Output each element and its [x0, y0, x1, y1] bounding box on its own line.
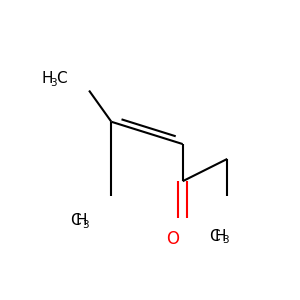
Text: C: C — [56, 71, 67, 86]
Text: 3: 3 — [222, 236, 229, 245]
Text: H: H — [41, 71, 53, 86]
Text: C: C — [209, 229, 220, 244]
Text: H: H — [215, 229, 226, 244]
Text: O: O — [166, 230, 179, 248]
Text: 3: 3 — [82, 220, 89, 230]
Text: C: C — [70, 213, 80, 228]
Text: H: H — [75, 213, 87, 228]
Text: 3: 3 — [50, 78, 56, 88]
